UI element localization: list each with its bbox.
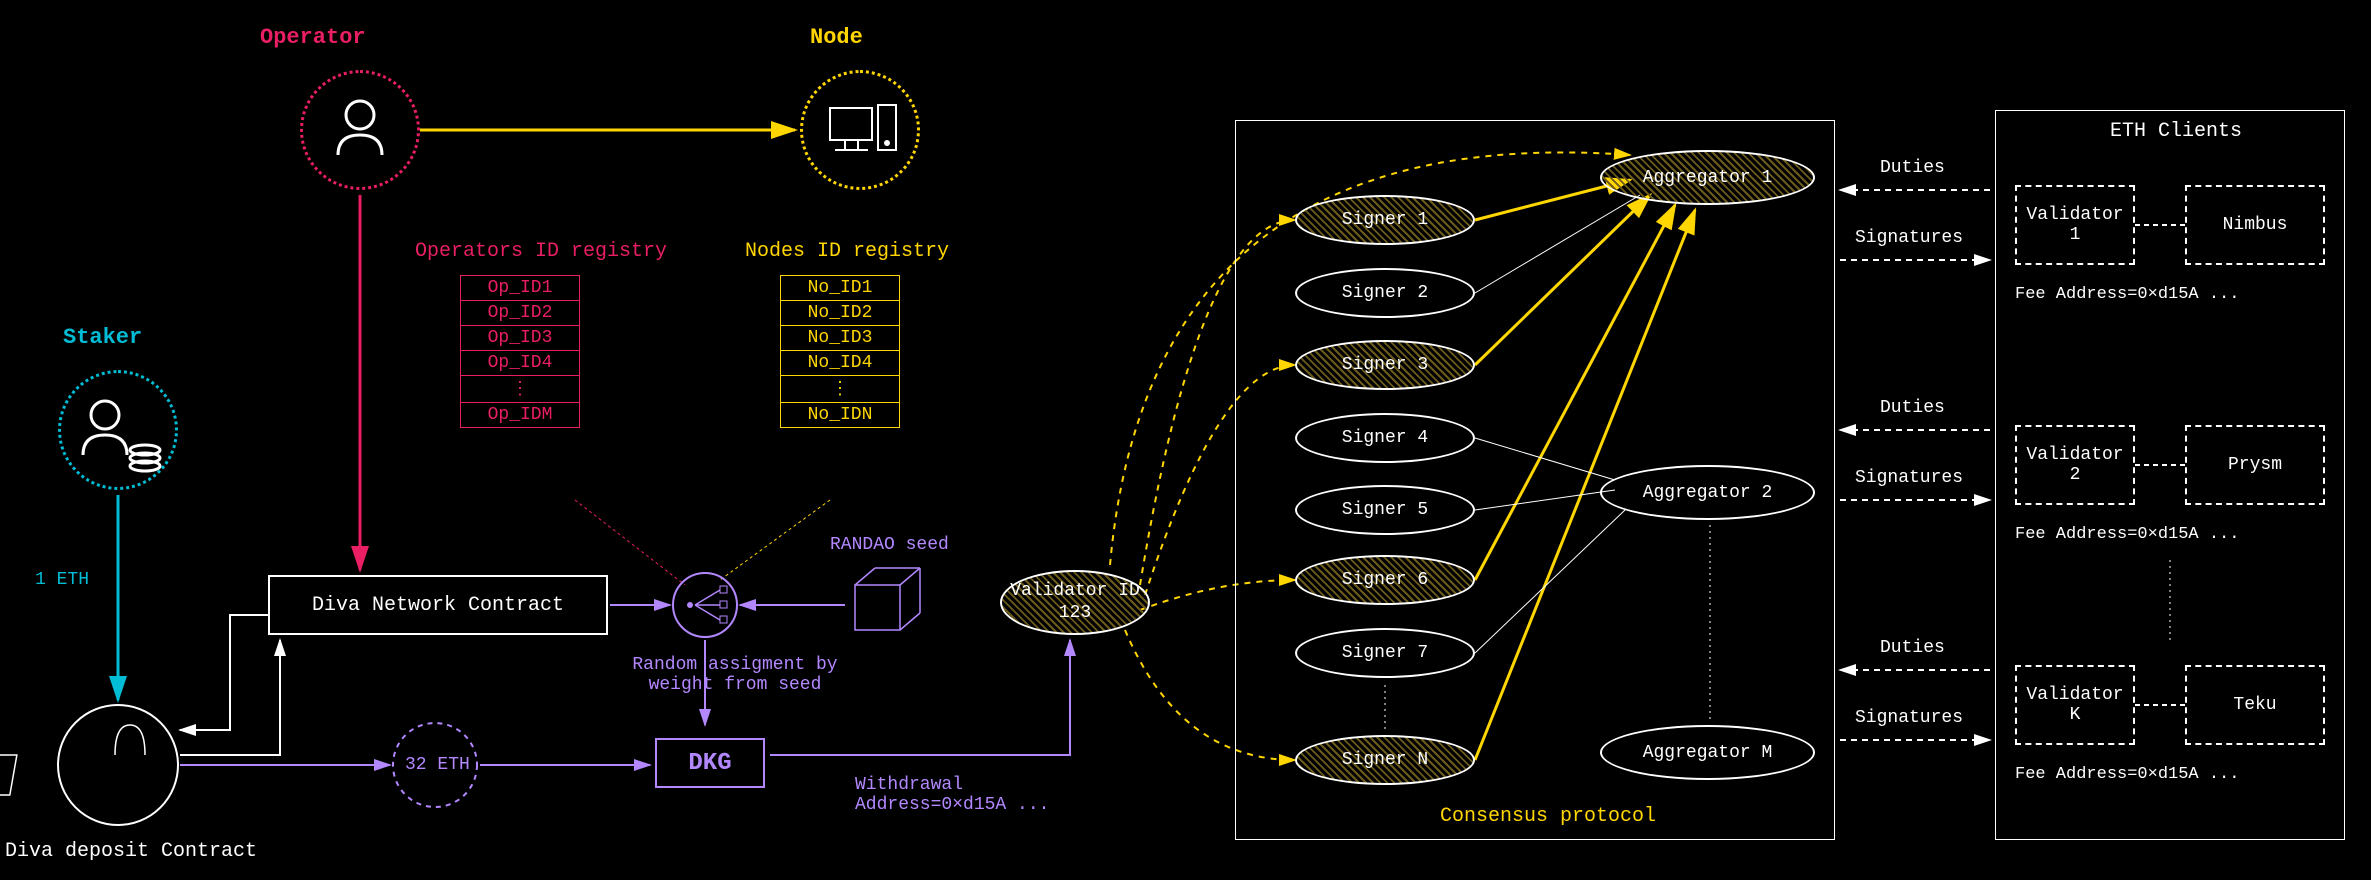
client-name: Prysm xyxy=(2228,455,2282,475)
validator-client-label: Validator K xyxy=(2017,685,2133,725)
aggregator-2: Aggregator 2 xyxy=(1600,465,1815,520)
network-contract-box: Diva Network Contract xyxy=(268,575,608,635)
op-row: Op_ID4 xyxy=(461,351,579,376)
withdrawal-text: Withdrawal Address=0×d15A ... xyxy=(855,775,1049,815)
random-assignment-label: Random assigment by weight from seed xyxy=(605,655,865,695)
no-row: No_ID3 xyxy=(781,326,899,351)
op-row: Op_IDM xyxy=(461,403,579,427)
signer-label: Signer 2 xyxy=(1342,283,1428,303)
validator-k-box: Validator K xyxy=(2015,665,2135,745)
client-name: Nimbus xyxy=(2223,215,2288,235)
op-row: Op_ID3 xyxy=(461,326,579,351)
no-row: No_IDN xyxy=(781,403,899,427)
signatures-2: Signatures xyxy=(1855,468,1963,488)
operator-circle xyxy=(300,70,420,190)
signer-label: Signer 6 xyxy=(1342,570,1428,590)
random-assignment-text: Random assigment by weight from seed xyxy=(632,655,837,695)
nimbus-box: Nimbus xyxy=(2185,185,2325,265)
randao-label: RANDAO seed xyxy=(830,535,949,555)
duties-1: Duties xyxy=(1880,158,1945,178)
eth-clients-title: ETH Clients xyxy=(2110,120,2242,143)
validator-1-box: Validator 1 xyxy=(2015,185,2135,265)
signatures-3: Signatures xyxy=(1855,708,1963,728)
node-circle xyxy=(800,70,920,190)
duties-2: Duties xyxy=(1880,398,1945,418)
signer-label: Signer 7 xyxy=(1342,643,1428,663)
signer-1: Signer 1 xyxy=(1295,195,1475,245)
signer-label: Signer 4 xyxy=(1342,428,1428,448)
consensus-title: Consensus protocol xyxy=(1440,805,1656,828)
dkg-label: DKG xyxy=(688,750,731,777)
operator-label: Operator xyxy=(260,25,366,50)
validator-client-label: Validator 1 xyxy=(2017,205,2133,245)
op-row: Op_ID2 xyxy=(461,301,579,326)
validator-client-label: Validator 2 xyxy=(2017,445,2133,485)
op-row: ⋮ xyxy=(461,376,579,403)
operators-registry-title: Operators ID registry xyxy=(415,240,667,263)
eth32-label: 32 ETH xyxy=(405,755,470,775)
nodes-registry-table: No_ID1 No_ID2 No_ID3 No_ID4 ⋮ No_IDN xyxy=(780,275,900,428)
network-contract-label: Diva Network Contract xyxy=(312,594,564,617)
signer-3: Signer 3 xyxy=(1295,340,1475,390)
operators-registry-table: Op_ID1 Op_ID2 Op_ID3 Op_ID4 ⋮ Op_IDM xyxy=(460,275,580,428)
dkg-box: DKG xyxy=(655,738,765,788)
aggregator-label: Aggregator M xyxy=(1643,743,1773,763)
signer-label: Signer 1 xyxy=(1342,210,1428,230)
aggregator-label: Aggregator 1 xyxy=(1643,168,1773,188)
no-row: No_ID2 xyxy=(781,301,899,326)
validator-ellipse: Validator ID 123 xyxy=(1000,570,1150,635)
aggregator-label: Aggregator 2 xyxy=(1643,483,1773,503)
signer-4: Signer 4 xyxy=(1295,413,1475,463)
signer-2: Signer 2 xyxy=(1295,268,1475,318)
validator-label: Validator ID 123 xyxy=(1002,581,1148,624)
fee-3: Fee Address=0×d15A ... xyxy=(2015,765,2239,784)
aggregator-m: Aggregator M xyxy=(1600,725,1815,780)
nodes-registry-title: Nodes ID registry xyxy=(745,240,949,263)
eth1-label: 1 ETH xyxy=(35,570,89,590)
signatures-1: Signatures xyxy=(1855,228,1963,248)
signer-label: Signer 3 xyxy=(1342,355,1428,375)
teku-box: Teku xyxy=(2185,665,2325,745)
staker-circle xyxy=(58,370,178,490)
validator-2-box: Validator 2 xyxy=(2015,425,2135,505)
staker-label: Staker xyxy=(63,325,142,350)
prysm-box: Prysm xyxy=(2185,425,2325,505)
no-row: No_ID1 xyxy=(781,276,899,301)
no-row: No_ID4 xyxy=(781,351,899,376)
no-row: ⋮ xyxy=(781,376,899,403)
signer-6: Signer 6 xyxy=(1295,555,1475,605)
signer-7: Signer 7 xyxy=(1295,628,1475,678)
signer-label: Signer N xyxy=(1342,750,1428,770)
node-label: Node xyxy=(810,25,863,50)
op-row: Op_ID1 xyxy=(461,276,579,301)
deposit-contract-label: Diva deposit Contract xyxy=(5,840,257,863)
aggregator-1: Aggregator 1 xyxy=(1600,150,1815,205)
client-name: Teku xyxy=(2233,695,2276,715)
withdrawal-label: Withdrawal Address=0×d15A ... xyxy=(855,775,1115,815)
fee-2: Fee Address=0×d15A ... xyxy=(2015,525,2239,544)
duties-3: Duties xyxy=(1880,638,1945,658)
fee-1: Fee Address=0×d15A ... xyxy=(2015,285,2239,304)
signer-label: Signer 5 xyxy=(1342,500,1428,520)
signer-5: Signer 5 xyxy=(1295,485,1475,535)
signer-n: Signer N xyxy=(1295,735,1475,785)
